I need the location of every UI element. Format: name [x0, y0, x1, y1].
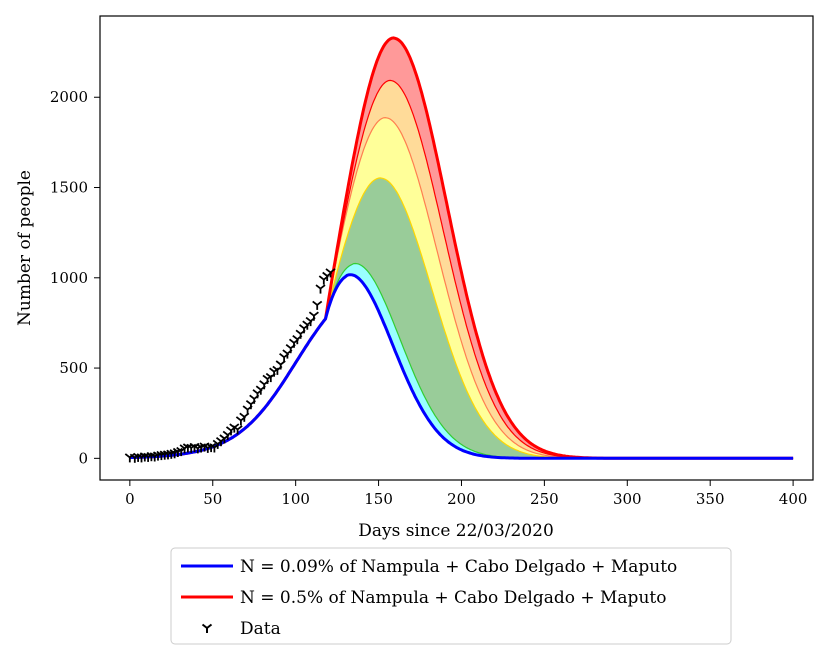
data-point — [308, 311, 319, 321]
x-tick-label: 200 — [447, 490, 476, 508]
data-point — [315, 284, 326, 294]
y-axis-ticks: 0 500 1000 1500 2000 — [50, 88, 100, 467]
legend-marker-data — [201, 623, 213, 633]
x-tick-label: 50 — [203, 490, 222, 508]
y-tick-label: 0 — [78, 449, 88, 467]
band-2 — [129, 177, 794, 459]
y-tick-label: 2000 — [50, 88, 88, 106]
legend-label-red: N = 0.5% of Nampula + Cabo Delgado + Map… — [240, 588, 666, 608]
legend-label-blue: N = 0.09% of Nampula + Cabo Delgado + Ma… — [240, 557, 677, 577]
series-line-blue — [129, 273, 794, 460]
data-point — [325, 268, 336, 278]
legend: N = 0.09% of Nampula + Cabo Delgado + Ma… — [170, 547, 732, 645]
x-tick-label: 100 — [281, 490, 310, 508]
legend-box — [170, 547, 732, 645]
x-tick-label: 250 — [530, 490, 559, 508]
y-axis-label: Number of people — [15, 170, 35, 326]
x-axis-label: Days since 22/03/2020 — [358, 521, 554, 541]
y-tick-label: 500 — [59, 359, 88, 377]
scenario-curves — [129, 36, 794, 460]
x-tick-label: 400 — [779, 490, 808, 508]
x-axis-ticks: 0 50 100 150 200 250 300 350 400 — [125, 480, 807, 508]
x-tick-label: 150 — [364, 490, 393, 508]
data-point — [312, 300, 323, 310]
y-tick-label: 1000 — [50, 269, 88, 287]
legend-label-data: Data — [240, 619, 281, 639]
x-tick-label: 0 — [125, 490, 135, 508]
x-tick-label: 300 — [613, 490, 642, 508]
scenario-bands — [129, 37, 794, 459]
data-points — [124, 268, 336, 463]
x-tick-label: 350 — [696, 490, 725, 508]
y-tick-label: 1500 — [50, 179, 88, 197]
data-point — [232, 425, 243, 435]
plot-frame — [99, 15, 814, 481]
